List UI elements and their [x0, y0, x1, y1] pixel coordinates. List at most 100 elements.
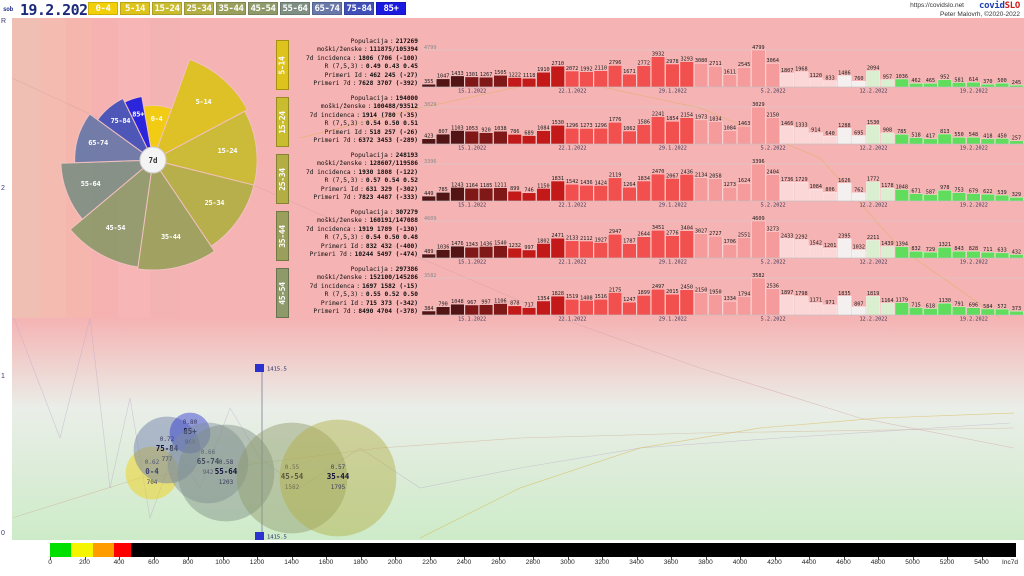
- row-tab-15-24[interactable]: 15-24: [276, 97, 289, 147]
- bar[interactable]: [579, 300, 594, 316]
- bar[interactable]: [550, 238, 565, 259]
- bar[interactable]: [909, 137, 924, 145]
- bar[interactable]: [751, 163, 766, 202]
- row-bar-chart-35-44[interactable]: 4609 489 1036 1476 1343 1436 1540 1232 997 1802 24…: [422, 209, 1024, 264]
- bar[interactable]: [479, 187, 494, 202]
- bar[interactable]: [708, 121, 723, 145]
- bar[interactable]: [995, 138, 1010, 145]
- bar[interactable]: [851, 192, 866, 202]
- bar[interactable]: [436, 306, 451, 316]
- bar[interactable]: [980, 252, 995, 259]
- bar[interactable]: [966, 307, 981, 316]
- bar[interactable]: [507, 247, 522, 259]
- bar[interactable]: [464, 304, 479, 316]
- bar[interactable]: [479, 132, 494, 145]
- bar[interactable]: [794, 182, 809, 202]
- bar[interactable]: [436, 192, 451, 202]
- bar[interactable]: [837, 183, 852, 202]
- bar[interactable]: [808, 302, 823, 316]
- bar[interactable]: [622, 301, 637, 316]
- bar[interactable]: [737, 237, 752, 259]
- bar[interactable]: [937, 133, 952, 145]
- age-chip-5-14[interactable]: 5-14: [120, 2, 150, 15]
- bar[interactable]: [737, 125, 752, 145]
- bar[interactable]: [837, 238, 852, 259]
- bar[interactable]: [464, 247, 479, 259]
- bar[interactable]: [679, 61, 694, 88]
- bar[interactable]: [722, 186, 737, 202]
- bar[interactable]: [665, 121, 680, 145]
- bar[interactable]: [923, 308, 938, 316]
- bar[interactable]: [937, 247, 952, 259]
- bar[interactable]: [751, 106, 766, 145]
- bar[interactable]: [608, 122, 623, 145]
- site-url[interactable]: https://covidslo.net: [910, 2, 964, 9]
- bar[interactable]: [708, 178, 723, 202]
- age-chip-15-24[interactable]: 15-24: [152, 2, 182, 15]
- bar[interactable]: [866, 181, 881, 202]
- bar[interactable]: [565, 128, 580, 145]
- bar[interactable]: [952, 251, 967, 259]
- bar[interactable]: [866, 125, 881, 145]
- bar[interactable]: [622, 130, 637, 145]
- bar[interactable]: [837, 128, 852, 145]
- bar[interactable]: [823, 304, 838, 316]
- bar[interactable]: [894, 302, 909, 316]
- bar[interactable]: [636, 236, 651, 259]
- bar[interactable]: [464, 130, 479, 145]
- bar[interactable]: [507, 305, 522, 316]
- bar[interactable]: [450, 187, 465, 202]
- bar[interactable]: [522, 78, 537, 88]
- bar[interactable]: [608, 177, 623, 202]
- bar[interactable]: [722, 74, 737, 88]
- bar[interactable]: [880, 79, 895, 88]
- bar[interactable]: [995, 194, 1010, 202]
- bar[interactable]: [823, 136, 838, 145]
- bar[interactable]: [507, 134, 522, 145]
- bar[interactable]: [794, 127, 809, 145]
- bar[interactable]: [522, 192, 537, 202]
- bar[interactable]: [550, 125, 565, 145]
- bar[interactable]: [636, 124, 651, 145]
- bar[interactable]: [579, 71, 594, 88]
- bar[interactable]: [737, 183, 752, 202]
- bar[interactable]: [593, 185, 608, 202]
- bar[interactable]: [894, 189, 909, 202]
- bar[interactable]: [794, 239, 809, 259]
- bar[interactable]: [679, 117, 694, 145]
- bar[interactable]: [966, 251, 981, 259]
- bar[interactable]: [536, 188, 551, 202]
- bar[interactable]: [837, 75, 852, 88]
- bar[interactable]: [937, 79, 952, 88]
- bar[interactable]: [980, 308, 995, 316]
- bar[interactable]: [794, 296, 809, 316]
- bar[interactable]: [808, 132, 823, 145]
- bar[interactable]: [493, 131, 508, 145]
- bar[interactable]: [651, 116, 666, 145]
- age-chip-25-34[interactable]: 25-34: [184, 2, 214, 15]
- bar[interactable]: [952, 192, 967, 202]
- bar[interactable]: [880, 188, 895, 202]
- bar[interactable]: [665, 235, 680, 259]
- bar[interactable]: [866, 240, 881, 259]
- bar[interactable]: [694, 63, 709, 88]
- bar[interactable]: [794, 71, 809, 88]
- bar[interactable]: [694, 233, 709, 259]
- bar[interactable]: [894, 78, 909, 88]
- bar[interactable]: [651, 173, 666, 202]
- bar[interactable]: [708, 235, 723, 259]
- age-chip-75-84[interactable]: 75-84: [344, 2, 374, 15]
- bar[interactable]: [536, 72, 551, 88]
- bar[interactable]: [751, 220, 766, 259]
- bar[interactable]: [823, 80, 838, 88]
- bar[interactable]: [937, 190, 952, 202]
- bar[interactable]: [851, 249, 866, 259]
- bar[interactable]: [493, 245, 508, 259]
- row-tab-45-54[interactable]: 45-54: [276, 268, 289, 318]
- bar[interactable]: [679, 289, 694, 316]
- bar[interactable]: [780, 125, 795, 145]
- bar[interactable]: [980, 194, 995, 202]
- bar[interactable]: [550, 65, 565, 88]
- age-chip-35-44[interactable]: 35-44: [216, 2, 246, 15]
- bar[interactable]: [995, 308, 1010, 316]
